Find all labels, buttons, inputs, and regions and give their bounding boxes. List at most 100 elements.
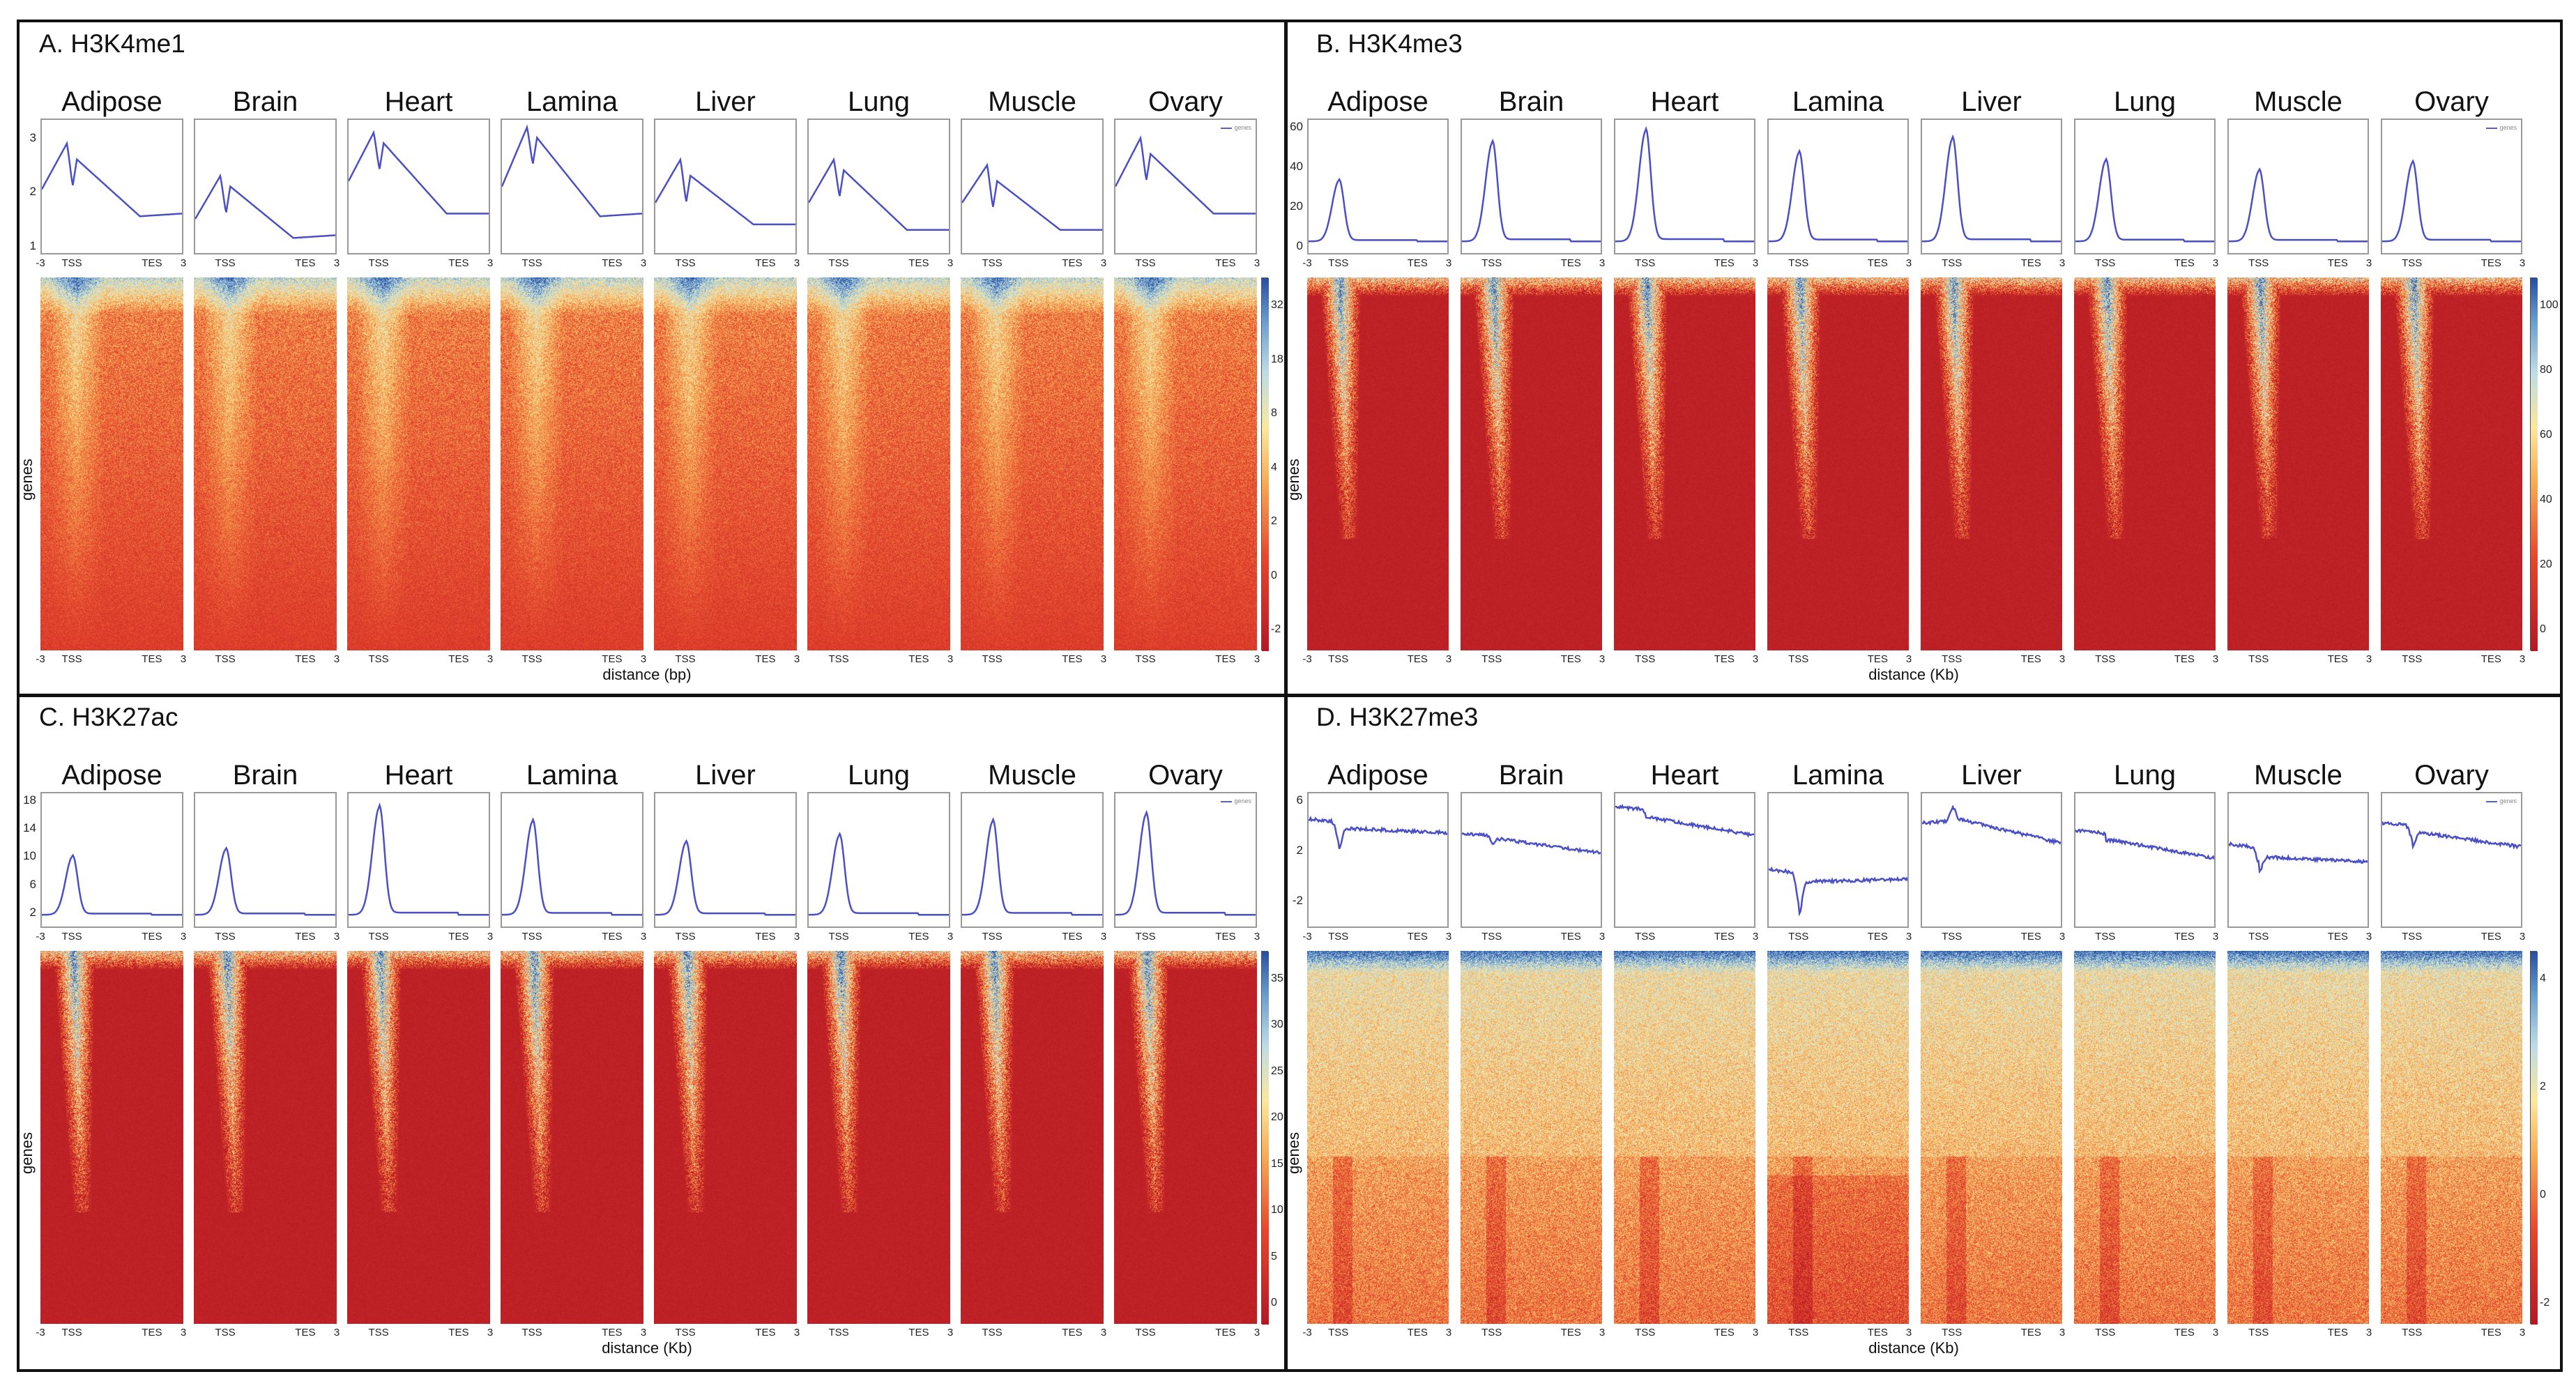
heatmap-x-tick: TES bbox=[2327, 653, 2348, 665]
tissue-label: Adipose bbox=[1327, 760, 1428, 791]
profile-plot bbox=[1461, 792, 1602, 928]
heatmap-canvas bbox=[40, 277, 183, 650]
heatmap-x-tick: 3 bbox=[947, 1327, 954, 1339]
profile-plot bbox=[1921, 792, 2062, 928]
heatmap-panel bbox=[1614, 951, 1755, 1324]
profile-x-tick: TES bbox=[2327, 931, 2348, 943]
profile-x-tick: 3 bbox=[947, 257, 954, 269]
heatmap-x-tick: 3 bbox=[2059, 653, 2066, 665]
heatmap-x-tick: TES bbox=[2480, 653, 2501, 665]
profile-svg bbox=[195, 846, 335, 916]
profile-y-tick: 3 bbox=[29, 130, 36, 144]
profile-svg bbox=[2382, 159, 2521, 243]
profile-x-tick: 3 bbox=[2059, 257, 2066, 269]
heatmap-canvas bbox=[1461, 277, 1602, 650]
heatmap-x-tick: TES bbox=[1407, 1327, 1428, 1339]
heatmap-x-tick: TSS bbox=[1481, 653, 1502, 665]
heatmap-x-tick: TES bbox=[1867, 653, 1888, 665]
tissue-label: Adipose bbox=[1327, 86, 1428, 117]
profile-svg bbox=[502, 124, 642, 218]
heatmap-panel bbox=[654, 277, 797, 650]
heatmap-x-tick: TES bbox=[2480, 1327, 2501, 1339]
profile-x-tick: TES bbox=[1560, 931, 1581, 943]
heatmap-x-tick: TES bbox=[1407, 653, 1428, 665]
profile-x-tick: TES bbox=[1714, 257, 1735, 269]
heatmap-canvas bbox=[654, 277, 797, 650]
profile-plot bbox=[654, 792, 797, 928]
heatmap-x-tick: 3 bbox=[1253, 653, 1260, 665]
profile-plot bbox=[1614, 119, 1755, 254]
heatmap-panel bbox=[501, 951, 643, 1324]
profile-plot bbox=[2074, 792, 2216, 928]
profile-x-tick: 3 bbox=[2519, 257, 2526, 269]
profile-svg bbox=[1922, 804, 2061, 846]
heatmap-x-tick: TSS bbox=[2248, 653, 2269, 665]
heatmap-x-tick: 3 bbox=[640, 1327, 647, 1339]
profile-svg bbox=[2075, 157, 2214, 243]
tissue-label: Lamina bbox=[526, 86, 618, 117]
panel-title: C. H3K27ac bbox=[39, 703, 178, 731]
colorbar-tick: 18 bbox=[1271, 353, 1283, 365]
profile-svg bbox=[2229, 841, 2368, 874]
profile-line bbox=[349, 130, 489, 215]
panel-title: B. H3K4me3 bbox=[1316, 29, 1463, 58]
profile-x-tick: TES bbox=[448, 257, 469, 269]
heatmap-x-tick: TSS bbox=[2095, 1327, 2116, 1339]
profile-svg bbox=[962, 162, 1102, 231]
tissue-label: Lamina bbox=[526, 760, 618, 791]
profile-plot: genes bbox=[2381, 792, 2522, 928]
legend-entry: genes bbox=[1221, 124, 1251, 131]
profile-x-tick: TES bbox=[2174, 257, 2195, 269]
heatmap-x-tick: TES bbox=[1215, 1327, 1236, 1339]
profile-x-tick: TSS bbox=[2402, 257, 2423, 269]
tissue-label: Heart bbox=[384, 760, 453, 791]
colorbar-tick: 80 bbox=[2540, 364, 2552, 376]
tissue-label: Lung bbox=[2114, 760, 2176, 791]
profile-y-tick: 2 bbox=[1296, 844, 1303, 857]
profile-y-tick: 2 bbox=[29, 185, 36, 199]
heatmap-x-tick: TES bbox=[602, 1327, 623, 1339]
profile-x-tick: 3 bbox=[180, 931, 187, 943]
profile-x-tick: TSS bbox=[521, 257, 542, 269]
profile-x-tick: TES bbox=[1215, 257, 1236, 269]
profile-x-tick: TSS bbox=[1481, 931, 1502, 943]
profile-plot: genes bbox=[1114, 119, 1257, 254]
tissue-label: Lung bbox=[2114, 86, 2176, 117]
colorbar-tick: 32 bbox=[1271, 299, 1283, 311]
colorbar-tick: 100 bbox=[2540, 299, 2559, 311]
colorbar-tick: 10 bbox=[1271, 1204, 1283, 1217]
heatmap-x-tick: TES bbox=[448, 653, 469, 665]
heatmap-x-tick: 3 bbox=[333, 1327, 340, 1339]
tissue-label: Muscle bbox=[2254, 760, 2342, 791]
heatmap-x-tick: TES bbox=[2327, 1327, 2348, 1339]
heatmap-x-tick: 3 bbox=[1752, 653, 1759, 665]
profile-plot bbox=[2074, 119, 2216, 254]
heatmap-x-tick: 3 bbox=[793, 1327, 800, 1339]
profile-line bbox=[1115, 809, 1256, 916]
heatmap-x-tick: 3 bbox=[2212, 1327, 2219, 1339]
profile-y-tick: 18 bbox=[23, 793, 36, 807]
heatmap-panel bbox=[807, 277, 950, 650]
heatmap-panel bbox=[807, 951, 950, 1324]
heatmap-panel bbox=[1921, 951, 2062, 1324]
heatmap-panel bbox=[1461, 277, 1602, 650]
profile-y-tick: 60 bbox=[1290, 120, 1303, 133]
heatmap-x-tick: TSS bbox=[61, 1327, 82, 1339]
heatmap-x-tick: TES bbox=[1062, 653, 1083, 665]
colorbar-tick: 8 bbox=[1271, 407, 1277, 419]
heatmap-panel bbox=[1767, 277, 1909, 650]
profile-line bbox=[809, 157, 949, 231]
heatmap-x-tick: TES bbox=[1560, 1327, 1581, 1339]
heatmap-x-tick: TSS bbox=[1328, 653, 1349, 665]
profile-line bbox=[1462, 138, 1601, 243]
colorbar-tick: 40 bbox=[2540, 494, 2552, 505]
profile-svg bbox=[42, 853, 182, 916]
profile-x-tick: TES bbox=[1714, 931, 1735, 943]
colorbar-canvas bbox=[2531, 952, 2538, 1325]
profile-plot bbox=[1307, 792, 1449, 928]
profile-x-tick: TSS bbox=[1135, 931, 1156, 943]
profile-plot bbox=[40, 119, 183, 254]
profile-x-tick: TSS bbox=[2095, 931, 2116, 943]
colorbar-tick: 60 bbox=[2540, 429, 2552, 441]
